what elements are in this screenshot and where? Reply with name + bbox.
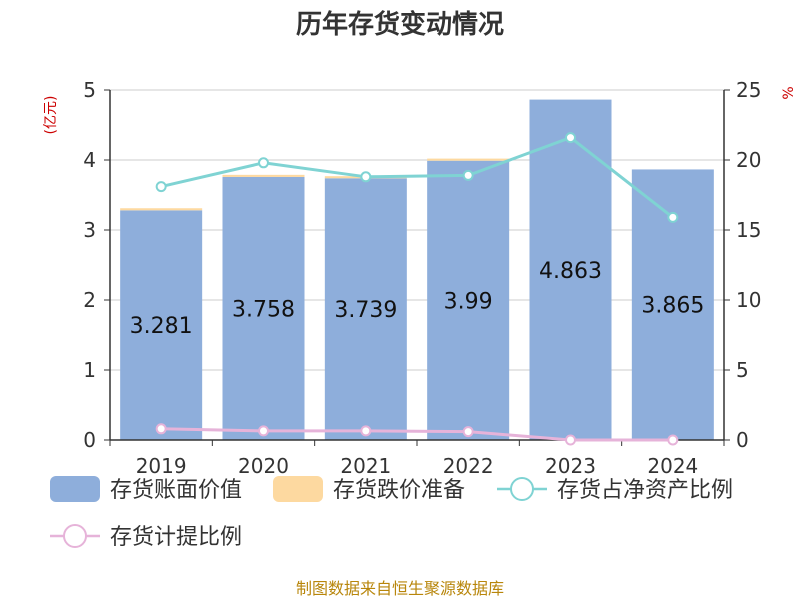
bar-2019 xyxy=(120,210,203,440)
point-provision-2021 xyxy=(360,425,372,437)
right-tick-label: 15 xyxy=(736,218,761,242)
x-tick-label-2022: 2022 xyxy=(443,454,494,478)
legend-swatch-0 xyxy=(50,476,100,502)
legend-label-2: 存货占净资产比例 xyxy=(557,478,733,503)
left-tick-label: 0 xyxy=(83,428,96,452)
bar-label-2022: 3.99 xyxy=(444,289,493,314)
legend-swatch-1 xyxy=(273,476,323,502)
line-inventory-net-asset-ratio xyxy=(160,135,674,219)
point-provision-2020 xyxy=(258,425,269,437)
grid-lines xyxy=(110,89,724,371)
legend-label-1: 存货跌价准备 xyxy=(333,478,465,503)
bar-provision-2019 xyxy=(120,208,203,211)
bar-label-2020: 3.758 xyxy=(232,297,295,322)
point-ratio-2020 xyxy=(258,157,269,169)
bar-2023 xyxy=(529,99,612,440)
left-tick-label: 4 xyxy=(83,148,96,172)
right-axis-unit: % xyxy=(781,86,797,99)
left-tick-label: 2 xyxy=(83,288,96,312)
point-ratio-2024 xyxy=(667,211,679,223)
bar-provision-2022 xyxy=(427,158,510,161)
right-tick-label: 5 xyxy=(736,358,749,382)
bar-label-2019: 3.281 xyxy=(130,314,193,339)
source-note: 制图数据来自恒生聚源数据库 xyxy=(296,579,504,598)
point-ratio-2022 xyxy=(462,169,474,181)
point-provision-2019 xyxy=(155,423,167,435)
point-provision-2024 xyxy=(667,434,679,446)
line-provision-ratio xyxy=(161,427,673,442)
bars xyxy=(120,99,714,440)
left-axis-unit: (亿元) xyxy=(43,96,59,135)
x-tick-label-2024: 2024 xyxy=(647,454,698,478)
right-tick-label: 10 xyxy=(736,288,761,312)
left-tick-label: 5 xyxy=(83,78,96,102)
point-provision-2023 xyxy=(565,434,576,446)
right-tick-label: 0 xyxy=(736,428,749,452)
x-tick-label-2021: 2021 xyxy=(340,454,391,478)
bar-label-2024: 3.865 xyxy=(641,294,704,319)
bar-2021 xyxy=(324,178,407,440)
point-ratio-2019 xyxy=(155,181,167,193)
legend-label-3: 存货计提比例 xyxy=(110,525,242,550)
legend-marker-3 xyxy=(63,524,87,548)
legend-label-0: 存货账面价值 xyxy=(110,478,242,503)
chart-title: 历年存货变动情况 xyxy=(296,9,504,40)
axes: 0 1 2 3 4 5 0 5 10 15 20 25 2019 2020 2021 2022 2023 2024 xyxy=(83,78,761,478)
right-tick-label: 20 xyxy=(736,148,761,172)
x-tick-label-2023: 2023 xyxy=(545,454,596,478)
point-ratio-2021 xyxy=(360,171,372,183)
data-labels: 3.281 3.758 3.739 3.99 4.863 3.865 xyxy=(130,259,705,339)
point-provision-2022 xyxy=(462,426,474,438)
bar-label-2021: 3.739 xyxy=(334,298,397,323)
right-tick-label: 25 xyxy=(736,78,761,102)
left-tick-label: 1 xyxy=(83,358,96,382)
legend-marker-2 xyxy=(510,477,534,501)
left-tick-label: 3 xyxy=(83,218,96,242)
x-tick-label-2020: 2020 xyxy=(238,454,289,478)
bar-provision-2020 xyxy=(222,174,305,177)
bar-2020 xyxy=(222,176,305,440)
bar-label-2023: 4.863 xyxy=(539,259,602,284)
series-lines xyxy=(155,132,679,446)
point-ratio-2023 xyxy=(565,132,576,144)
bar-2022 xyxy=(427,160,510,440)
x-tick-label-2019: 2019 xyxy=(136,454,187,478)
